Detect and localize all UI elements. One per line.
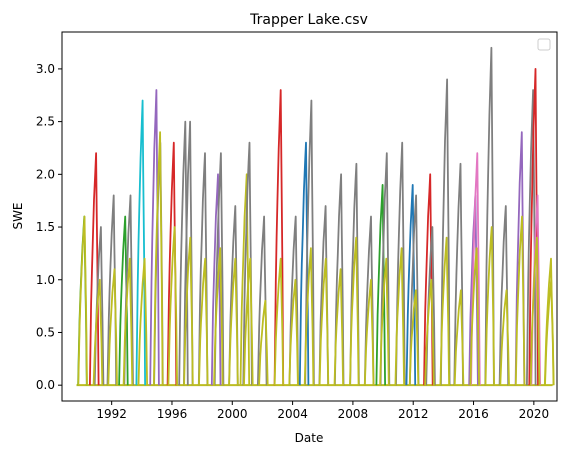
- season-trace: [183, 120, 194, 386]
- season-trace: [409, 194, 420, 386]
- season-trace: [440, 78, 451, 386]
- season-trace: [498, 205, 510, 386]
- season-trace: [288, 215, 299, 386]
- overlay-season-trace: [273, 257, 285, 386]
- season-trace: [334, 173, 345, 386]
- y-tick-label: 0.0: [36, 378, 55, 392]
- overlay-season-trace: [333, 268, 344, 386]
- season-trace: [135, 99, 146, 386]
- overlay-season-trace: [439, 236, 450, 386]
- x-tick-label: 2016: [458, 407, 489, 421]
- x-tick-label: 1992: [96, 407, 127, 421]
- y-tick-label: 2.0: [36, 167, 55, 181]
- overlay-season-trace: [514, 215, 526, 386]
- x-tick-label: 2004: [277, 407, 308, 421]
- overlay-season-trace: [183, 236, 194, 386]
- overlay-season-trace: [228, 257, 239, 386]
- season-trace: [453, 162, 464, 386]
- y-tick-label: 3.0: [36, 62, 55, 76]
- season-trace: [423, 173, 434, 386]
- overlay-season-trace: [303, 247, 315, 386]
- y-axis: 0.0 0.5 1.0 1.5 2.0 2.5 3.0: [36, 62, 62, 392]
- legend-box: [537, 38, 551, 51]
- overlay-season-trace: [484, 226, 495, 386]
- overlay-season-trace: [394, 247, 405, 386]
- overlay-season-trace: [167, 226, 178, 386]
- plot-frame: [61, 31, 558, 402]
- x-axis-title: Date: [295, 431, 324, 445]
- season-trace: [526, 89, 537, 386]
- overlay-season-trace: [122, 257, 134, 386]
- overlay-season-trace: [363, 278, 375, 386]
- overlay-season-trace: [408, 289, 420, 386]
- overlay-season-trace: [453, 289, 465, 386]
- overlay-season-trace: [318, 257, 330, 386]
- overlay-season-trace: [349, 236, 360, 386]
- overlay-season-trace: [243, 257, 254, 386]
- season-trace: [363, 215, 375, 386]
- overlay-season-trace: [153, 131, 164, 386]
- y-tick-label: 0.5: [36, 325, 55, 339]
- season-trace: [239, 173, 251, 386]
- overlay-season-trace: [288, 278, 299, 386]
- season-trace: [375, 184, 386, 386]
- season-trace: [257, 215, 268, 386]
- season-trace: [213, 152, 225, 386]
- overlay-season-trace: [213, 247, 224, 386]
- season-trace: [379, 152, 391, 386]
- overlay-season-trace: [92, 278, 104, 386]
- season-trace: [470, 152, 481, 386]
- overlay-season-trace: [258, 299, 269, 386]
- overlay-season-trace: [529, 236, 541, 386]
- season-trace: [304, 99, 315, 386]
- x-tick-label: 2000: [217, 407, 248, 421]
- season-trace: [197, 152, 209, 386]
- y-axis-title: SWE: [11, 202, 25, 229]
- overlay-season-trace: [424, 278, 435, 386]
- season-trace: [242, 141, 253, 386]
- overlay-season-trace: [137, 257, 148, 386]
- x-axis: 1992 1996 2000 2004 2008 2012 2016 2020: [96, 401, 549, 421]
- overlay-season-trace: [499, 289, 510, 386]
- x-tick-label: 2020: [519, 407, 550, 421]
- y-tick-label: 1.5: [36, 220, 55, 234]
- x-tick-label: 1996: [157, 407, 188, 421]
- season-trace: [395, 141, 406, 386]
- overlay-season-trace: [77, 215, 88, 386]
- season-trace: [349, 162, 360, 386]
- chart-title: Trapper Lake.csv: [249, 12, 368, 28]
- overlay-season-trace: [198, 257, 209, 386]
- y-tick-label: 1.0: [36, 273, 55, 287]
- x-tick-label: 2008: [338, 407, 369, 421]
- season-trace: [89, 152, 100, 386]
- overlay-season-trace: [544, 278, 555, 386]
- series-layer: [76, 46, 555, 387]
- overlay-season-trace: [107, 268, 118, 386]
- season-trace: [273, 89, 285, 386]
- x-tick-label: 2012: [398, 407, 429, 421]
- y-tick-label: 2.5: [36, 115, 55, 129]
- season-trace: [405, 184, 417, 386]
- overlay-season-trace: [379, 257, 390, 386]
- season-trace: [484, 46, 495, 386]
- overlay-season-trace: [469, 247, 480, 386]
